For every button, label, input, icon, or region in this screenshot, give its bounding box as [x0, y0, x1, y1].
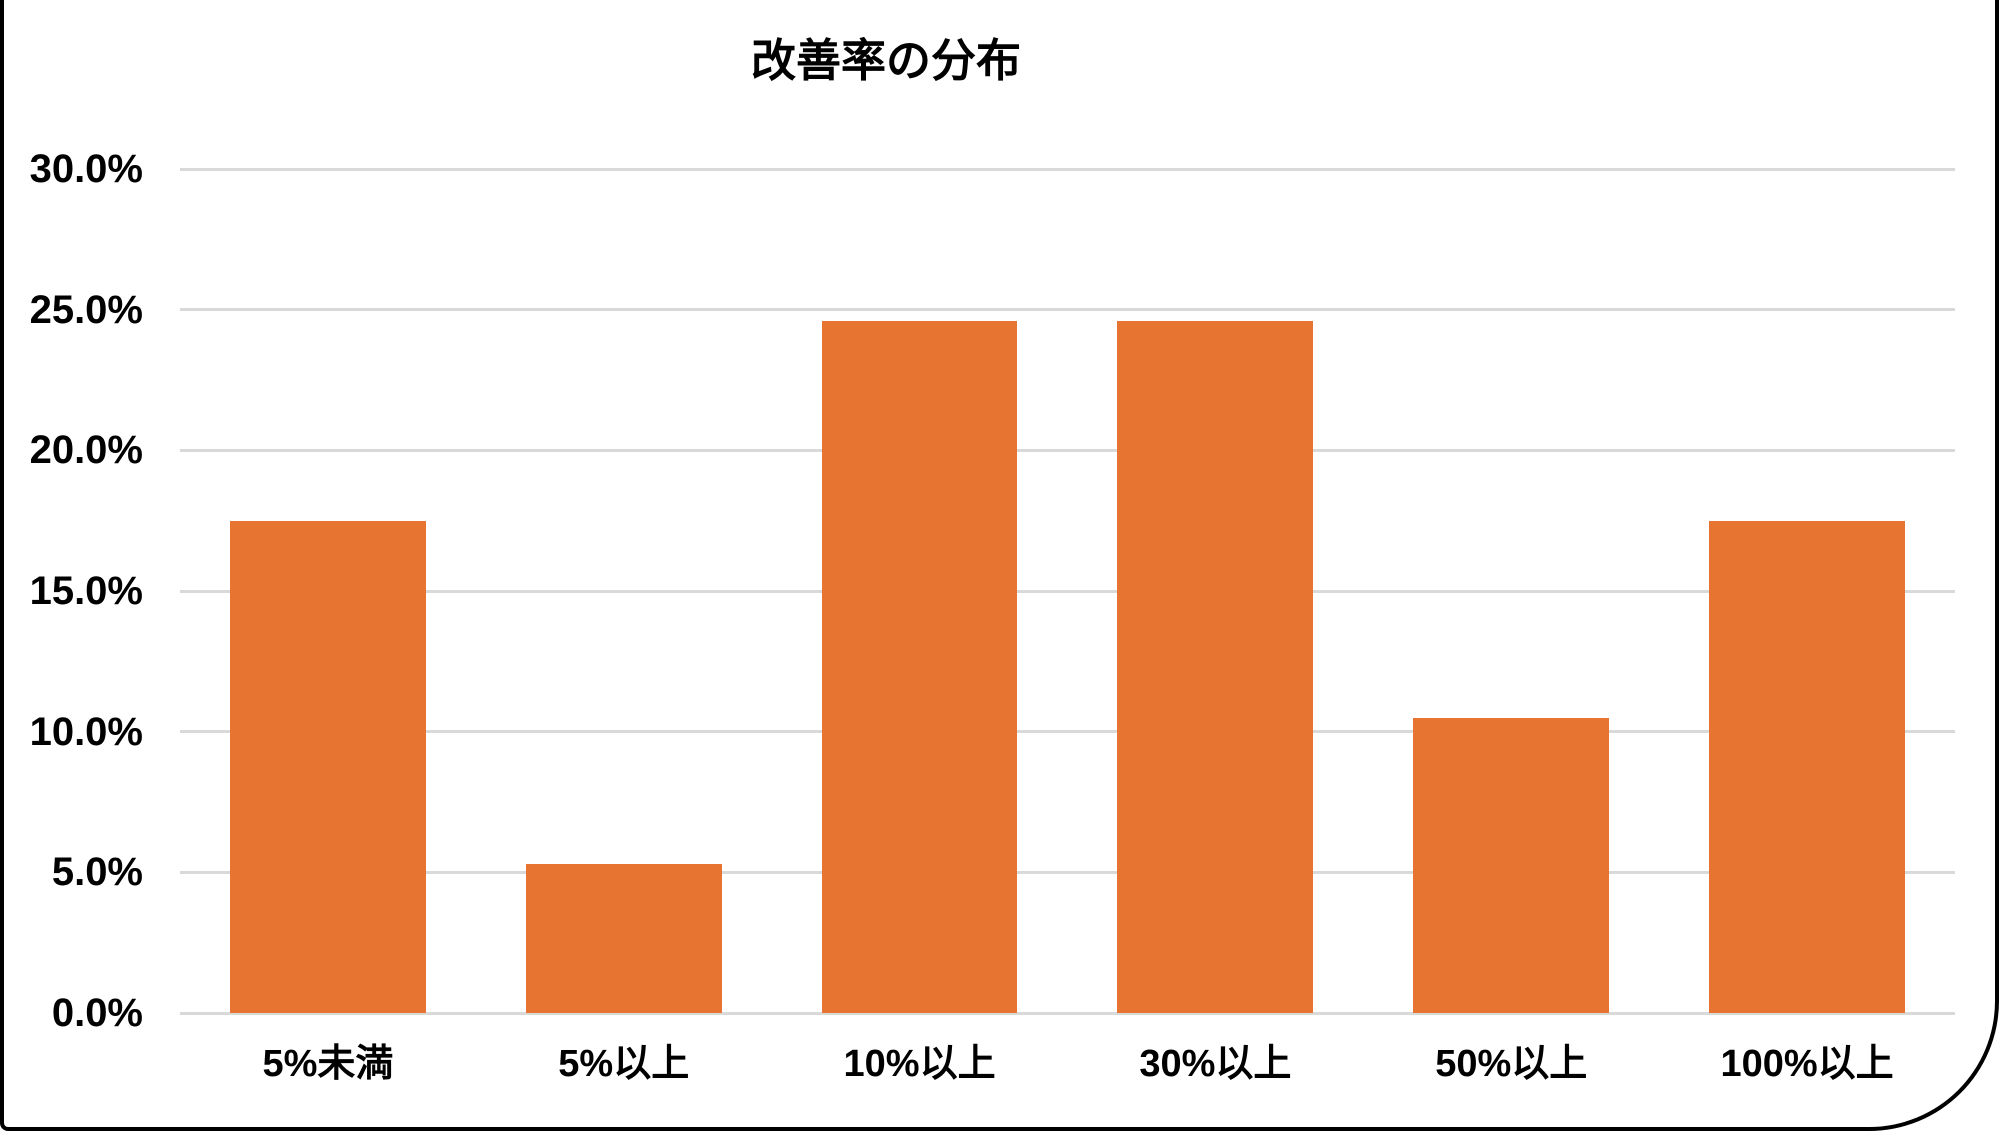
y-tick-label-10: 10.0%: [29, 709, 143, 754]
gridline-15: [180, 589, 1955, 593]
gridline-10: [180, 730, 1955, 734]
y-axis: 0.0% 5.0% 10.0% 15.0% 20.0% 25.0% 30.0%: [0, 147, 143, 1035]
gridline-5: [180, 870, 1955, 874]
plot-area: [180, 167, 1955, 1015]
gridline-20: [180, 448, 1955, 452]
y-tick-label-30: 30.0%: [29, 147, 143, 191]
x-tick-label-5: 50%以上: [1435, 1043, 1588, 1085]
x-tick-label-1: 5%未満: [262, 1043, 394, 1085]
x-tick-label-4: 30%以上: [1139, 1043, 1292, 1085]
y-tick-label-0: 0.0%: [51, 991, 143, 1035]
x-tick-label-6: 100%以上: [1720, 1043, 1894, 1085]
gridline-25: [180, 308, 1955, 312]
y-tick-label-20: 20.0%: [29, 428, 143, 473]
x-axis: 5%未満 5%以上 10%以上 30%以上 50%以上 100%以上: [180, 1040, 1955, 1088]
bar-2: [525, 863, 722, 1013]
y-tick-label-5: 5.0%: [51, 850, 143, 895]
y-tick-label-25: 25.0%: [29, 287, 143, 332]
bar-3: [821, 320, 1018, 1013]
bar-1: [230, 520, 426, 1013]
bar-4: [1117, 320, 1314, 1013]
bar-slot-5: [1363, 169, 1659, 1013]
bar-slot-1: [180, 169, 476, 1013]
chart-title: 改善率の分布: [750, 35, 1022, 86]
y-tick-label-15: 15.0%: [29, 569, 143, 613]
bar-slot-2: [476, 169, 772, 1013]
bar-slot-6: [1659, 169, 1955, 1013]
bar-slot-3: [772, 169, 1068, 1013]
bar-slot-4: [1067, 169, 1363, 1013]
x-tick-label-2: 5%以上: [558, 1043, 690, 1085]
gridline-0: [180, 1011, 1955, 1015]
bars-container: [180, 169, 1955, 1013]
gridline-30: [180, 167, 1955, 171]
bar-5: [1413, 717, 1610, 1013]
x-tick-label-3: 10%以上: [843, 1043, 996, 1085]
bar-6: [1709, 520, 1905, 1013]
